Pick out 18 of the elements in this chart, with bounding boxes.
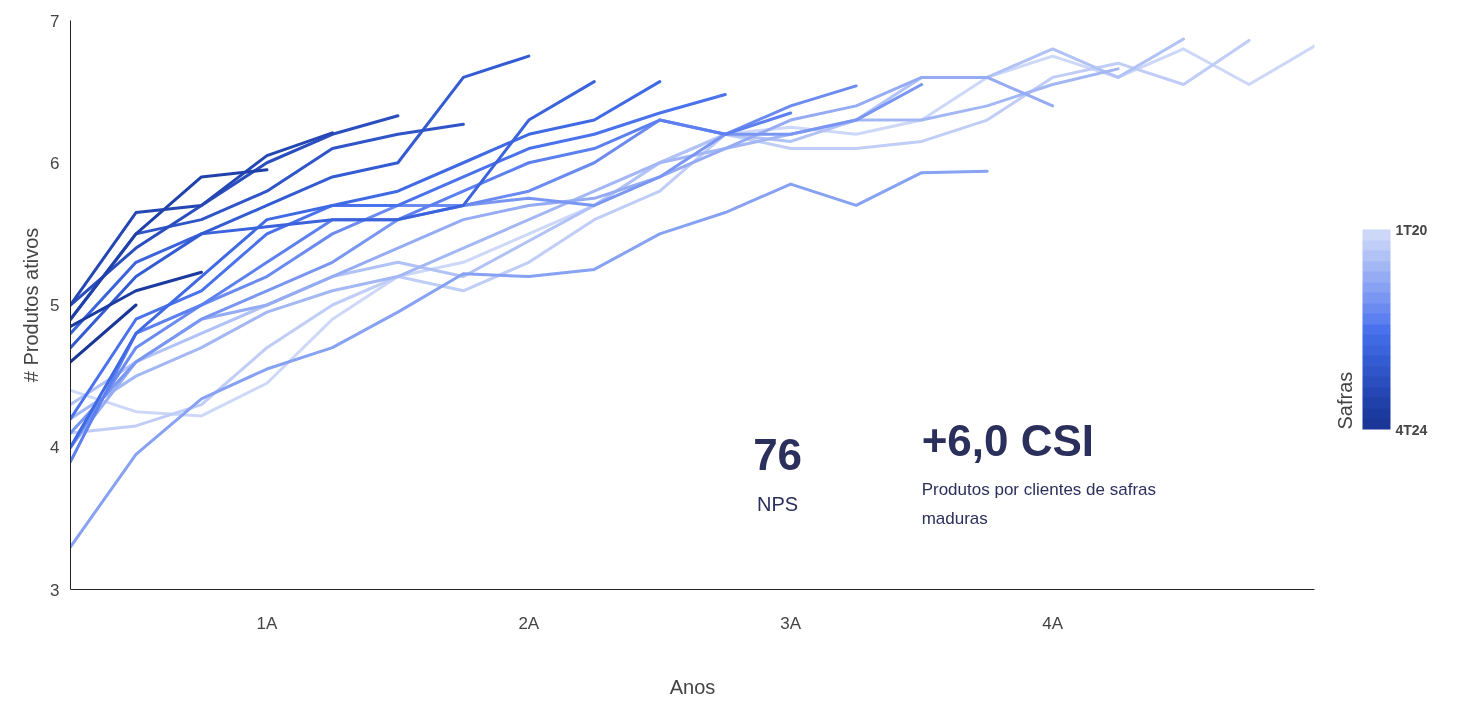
annotation: NPS — [757, 493, 799, 516]
y-tick-label: 3 — [50, 580, 60, 600]
y-tick-label: 6 — [50, 153, 60, 173]
annotation: 76 — [753, 429, 803, 479]
annotation: +6,0 CSI — [921, 415, 1095, 465]
annotation: Produtos por clientes de safras maduras — [921, 480, 1157, 528]
color-bar-title: Safras — [1333, 371, 1356, 430]
x-tick-label: 1A — [256, 613, 278, 633]
x-axis-title: Anos — [669, 675, 716, 698]
y-tick-label: 7 — [50, 11, 60, 31]
color-bar-label: 4T24 — [1395, 421, 1428, 438]
x-tick-label: 4A — [1042, 613, 1064, 633]
y-axis-title: # Produtos ativos — [20, 227, 43, 383]
x-tick-label: 2A — [518, 613, 540, 633]
x-tick-label: 3A — [780, 613, 802, 633]
y-tick-label: 4 — [50, 438, 60, 458]
color-bar-label: 1T20 — [1395, 221, 1428, 238]
y-tick-label: 5 — [50, 296, 60, 315]
